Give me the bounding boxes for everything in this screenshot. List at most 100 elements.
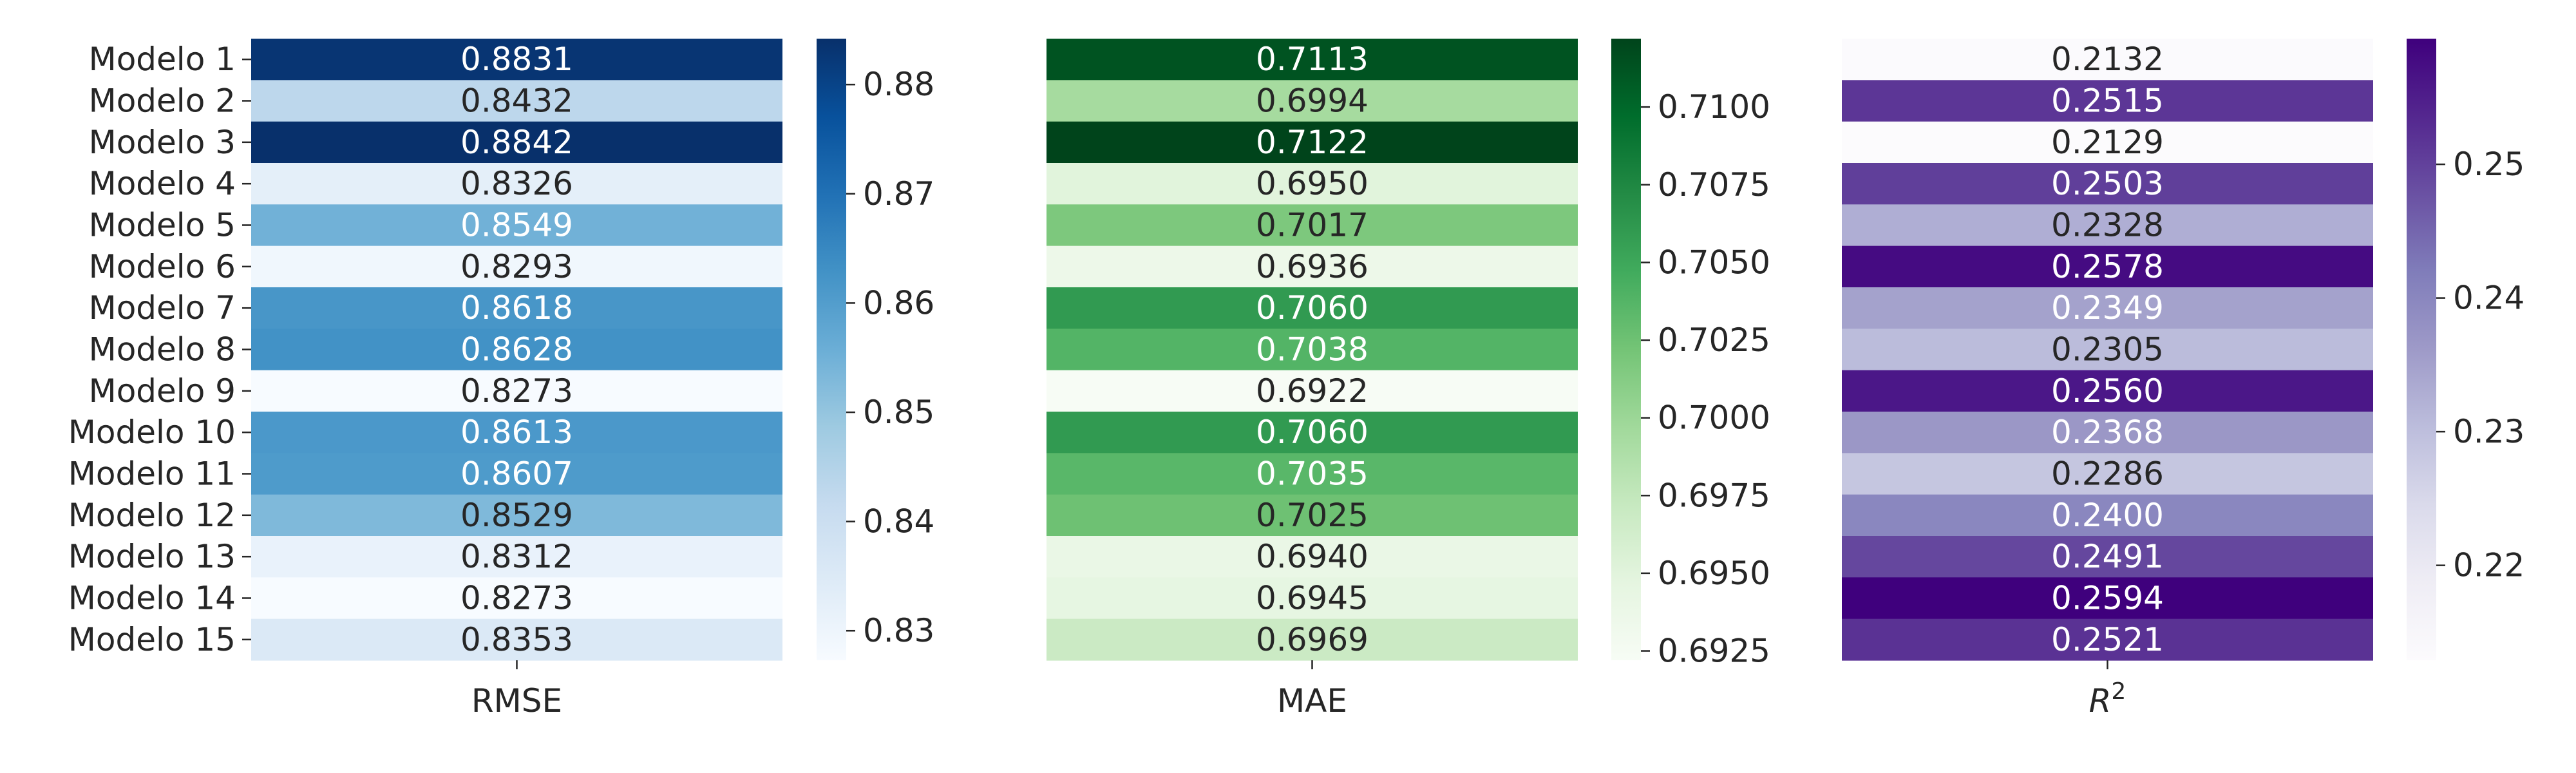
x-axis-label-superscript: 2 (2111, 678, 2126, 705)
cell-value-label: 0.2349 (2051, 289, 2164, 327)
cell-value-label: 0.8842 (460, 124, 573, 161)
x-axis-label-base: R (2089, 682, 2112, 720)
heatmap-cell (1842, 494, 2373, 537)
cell-value-label: 0.7113 (1256, 41, 1368, 78)
y-tick-label: Modelo 11 (68, 455, 236, 493)
colorbar-tick-label: 0.24 (2453, 280, 2524, 317)
colorbar-tick-label: 0.7050 (1658, 243, 1770, 281)
heatmap-cell (1046, 412, 1578, 453)
cell-value-label: 0.8613 (460, 414, 573, 451)
colorbar-tick-label: 0.7025 (1658, 321, 1770, 359)
cell-value-label: 0.2560 (2051, 372, 2164, 410)
cell-value-label: 0.8831 (460, 41, 573, 78)
cell-value-label: 0.2521 (2051, 621, 2164, 658)
colorbar (2407, 39, 2436, 660)
cell-value-label: 0.6922 (1256, 372, 1368, 410)
heatmap-cell (1842, 204, 2373, 247)
colorbar-tick-label: 0.6950 (1658, 555, 1770, 592)
cell-value-label: 0.7122 (1256, 124, 1368, 161)
colorbar (817, 39, 846, 660)
y-tick-label: Modelo 8 (89, 331, 236, 368)
y-tick-label: Modelo 7 (89, 289, 236, 327)
heatmap-cell (1046, 163, 1578, 205)
heatmap-cell (1046, 204, 1578, 247)
cell-value-label: 0.2286 (2051, 455, 2164, 493)
colorbar (1611, 39, 1641, 660)
cell-value-label: 0.2491 (2051, 538, 2164, 575)
heatmap-cell (1842, 370, 2373, 412)
heatmap-cell (1046, 121, 1578, 164)
heatmap-cell (251, 618, 782, 661)
colorbar-tick-label: 0.6975 (1658, 477, 1770, 514)
cell-value-label: 0.6945 (1256, 580, 1368, 617)
y-tick-label: Modelo 10 (68, 414, 236, 451)
heatmap-cell (1842, 39, 2373, 81)
heatmap-cell (1046, 39, 1578, 81)
heatmap-cell (1046, 370, 1578, 412)
heatmap-cell (251, 287, 782, 329)
cell-value-label: 0.8293 (460, 248, 573, 285)
colorbar-tick-label: 0.22 (2453, 547, 2524, 584)
cell-value-label: 0.2578 (2051, 248, 2164, 285)
cell-value-label: 0.8618 (460, 289, 573, 327)
cell-value-label: 0.7060 (1256, 414, 1368, 451)
heatmap-cell (1842, 577, 2373, 620)
cell-value-label: 0.2515 (2051, 82, 2164, 120)
x-axis-label: MAE (1277, 682, 1347, 720)
heatmap-cell (1046, 329, 1578, 371)
colorbar-tick-label: 0.87 (863, 175, 934, 213)
heatmap-cell (1046, 80, 1578, 122)
cell-value-label: 0.6936 (1256, 248, 1368, 285)
heatmap-cell (251, 245, 782, 288)
heatmap-cell (251, 39, 782, 81)
heatmap-cell (251, 412, 782, 453)
cell-value-label: 0.8549 (460, 207, 573, 244)
y-tick-label: Modelo 14 (68, 580, 236, 617)
cell-value-label: 0.6940 (1256, 538, 1368, 575)
cell-value-label: 0.7060 (1256, 289, 1368, 327)
cell-value-label: 0.2400 (2051, 497, 2164, 534)
y-tick-label: Modelo 9 (89, 372, 236, 410)
y-tick-label: Modelo 6 (89, 248, 236, 285)
cell-value-label: 0.6969 (1256, 621, 1368, 658)
y-tick-label: Modelo 5 (89, 207, 236, 244)
colorbar-tick-label: 0.7100 (1658, 88, 1770, 126)
cell-value-label: 0.8529 (460, 497, 573, 534)
colorbar-tick-label: 0.85 (863, 394, 934, 431)
heatmap-cell (251, 370, 782, 412)
heatmap-panel-2: 0.2132 0.2515 0.2129 0.2503 0.2328 0.2578 0.23… (1842, 39, 2524, 720)
colorbar-tick-label: 0.7075 (1658, 166, 1770, 204)
heatmap-cell (251, 577, 782, 620)
heatmap-cell (1842, 618, 2373, 661)
y-tick-label: Modelo 1 (89, 41, 236, 78)
cell-value-label: 0.2305 (2051, 331, 2164, 368)
colorbar-tick-label: 0.25 (2453, 146, 2524, 183)
heatmap-cell (1046, 536, 1578, 578)
heatmap-cell (251, 121, 782, 164)
heatmap-panel-1: 0.7113 0.6994 0.7122 0.6950 0.7017 0.6936 0.70… (1046, 39, 1770, 720)
cell-value-label: 0.2129 (2051, 124, 2164, 161)
heatmap-cell (1842, 80, 2373, 122)
y-tick-label: Modelo 3 (89, 124, 236, 161)
heatmap-cell (1842, 453, 2373, 495)
colorbar-tick-label: 0.88 (863, 66, 934, 103)
cell-value-label: 0.8326 (460, 165, 573, 202)
heatmap-panel-0: 0.8831 0.8432 0.8842 0.8326 0.8549 0.8293 0.86… (68, 39, 934, 720)
heatmap-cell (1046, 287, 1578, 329)
cell-value-label: 0.8273 (460, 580, 573, 617)
cell-value-label: 0.8607 (460, 455, 573, 493)
cell-value-label: 0.7025 (1256, 497, 1368, 534)
cell-value-label: 0.8432 (460, 82, 573, 120)
heatmap-cell (1046, 618, 1578, 661)
cell-value-label: 0.7035 (1256, 455, 1368, 493)
cell-value-label: 0.8312 (460, 538, 573, 575)
y-tick-label: Modelo 15 (68, 621, 236, 658)
heatmap-cell (1046, 494, 1578, 537)
cell-value-label: 0.2328 (2051, 207, 2164, 244)
cell-value-label: 0.8353 (460, 621, 573, 658)
y-tick-label: Modelo 13 (68, 538, 236, 575)
heatmap-cell (1046, 577, 1578, 620)
cell-value-label: 0.8273 (460, 372, 573, 410)
colorbar-tick-label: 0.84 (863, 503, 934, 540)
